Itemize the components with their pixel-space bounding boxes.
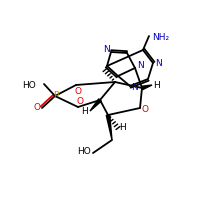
Text: H: H — [154, 80, 160, 90]
Text: N: N — [156, 60, 162, 68]
Text: O: O — [142, 105, 149, 114]
Text: NH₂: NH₂ — [152, 32, 169, 42]
Text: O: O — [34, 102, 40, 112]
Text: N: N — [137, 62, 143, 71]
Text: HO: HO — [77, 148, 91, 156]
Polygon shape — [141, 85, 152, 90]
Text: N: N — [103, 45, 109, 53]
Text: O: O — [74, 86, 82, 96]
Text: O: O — [76, 97, 84, 106]
Polygon shape — [90, 99, 101, 111]
Text: N: N — [132, 84, 138, 92]
Text: H: H — [82, 106, 88, 116]
Text: P: P — [53, 92, 59, 100]
Text: HO: HO — [22, 80, 36, 90]
Text: H: H — [120, 123, 126, 132]
Polygon shape — [106, 115, 112, 140]
